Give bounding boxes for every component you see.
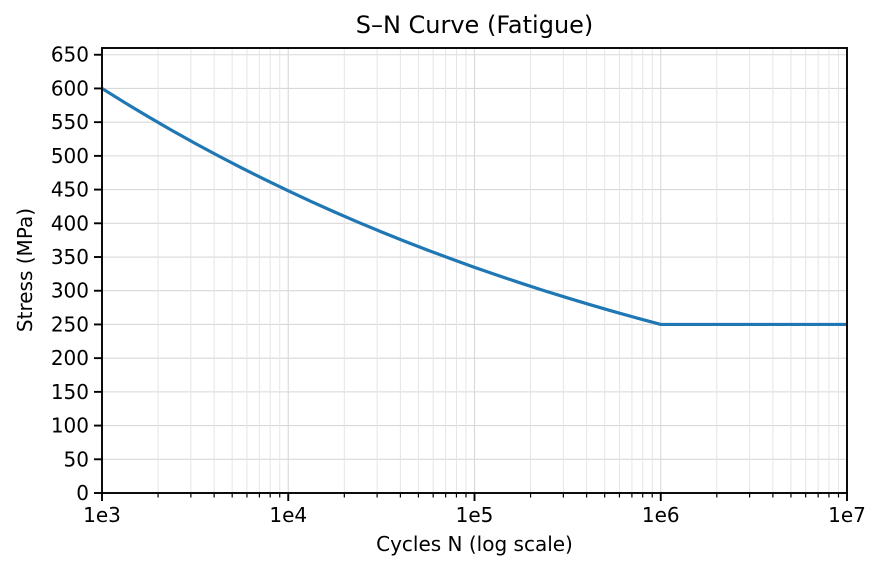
x-tick-label: 1e5 bbox=[456, 503, 494, 527]
y-tick-label: 500 bbox=[51, 144, 89, 168]
y-tick-label: 250 bbox=[51, 312, 89, 336]
y-tick-label: 650 bbox=[51, 43, 89, 67]
x-tick-label: 1e3 bbox=[83, 503, 121, 527]
y-tick-label: 450 bbox=[51, 178, 89, 202]
y-tick-label: 200 bbox=[51, 346, 89, 370]
y-tick-label: 0 bbox=[76, 481, 89, 505]
x-axis-label: Cycles N (log scale) bbox=[376, 532, 573, 556]
y-tick-label: 550 bbox=[51, 110, 89, 134]
y-tick-label: 50 bbox=[64, 447, 89, 471]
y-tick-label: 350 bbox=[51, 245, 89, 269]
y-tick-label: 400 bbox=[51, 211, 89, 235]
x-tick-label: 1e6 bbox=[642, 503, 680, 527]
y-tick-label: 100 bbox=[51, 414, 89, 438]
y-tick-label: 600 bbox=[51, 76, 89, 100]
x-tick-label: 1e4 bbox=[269, 503, 307, 527]
chart-title: S–N Curve (Fatigue) bbox=[355, 11, 594, 39]
y-tick-label: 150 bbox=[51, 380, 89, 404]
sn-curve-line bbox=[101, 87, 847, 327]
x-tick-label: 1e7 bbox=[828, 503, 866, 527]
y-tick-label: 300 bbox=[51, 279, 89, 303]
y-axis-label: Stress (MPa) bbox=[13, 207, 37, 333]
